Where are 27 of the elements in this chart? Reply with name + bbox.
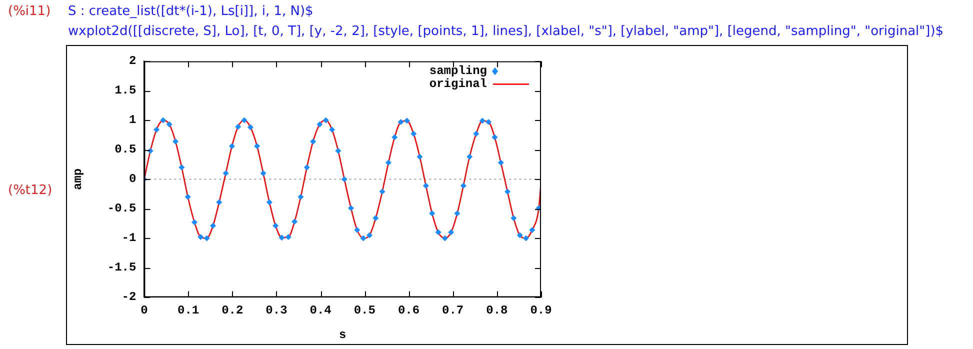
y-tick-label: 1: [129, 113, 136, 128]
y-tick-label: -1.5: [107, 260, 136, 275]
y-tick-label: 1.5: [114, 84, 136, 98]
x-tick-label: 0.5: [354, 303, 376, 318]
y-tick-label: -0.5: [107, 202, 136, 216]
y-tick-label: 0.5: [114, 142, 136, 157]
legend-label: original: [429, 77, 487, 92]
x-tick-label: 0.9: [530, 303, 552, 318]
legend-label: sampling: [429, 64, 487, 78]
y-tick-label: 2: [129, 54, 136, 68]
text: (%t12): [8, 183, 52, 198]
y-tick-label: -2: [122, 290, 136, 304]
text: (%i11): [8, 4, 51, 19]
x-axis-title: s: [339, 328, 346, 342]
x-tick-label: 0.4: [310, 303, 332, 318]
x-tick-label: 0.6: [398, 303, 420, 318]
y-tick-label: 0: [129, 172, 136, 186]
x-tick-label: 0.8: [486, 303, 508, 318]
y-axis-title: amp: [71, 168, 86, 190]
text: S : create_list([dt*(i-1), Ls[i]], i, 1, N)$: [68, 4, 314, 19]
x-tick-label: 0.2: [222, 303, 244, 318]
x-tick-label: 0.3: [266, 303, 288, 318]
x-tick-label: 0: [140, 303, 148, 318]
x-tick-label: 0.7: [442, 303, 464, 318]
text: wxplot2d([[discrete, S], Lo], [t, 0, T], [y, -2, 2], [style, [points, 1], lines], [xlabel, "s"], [ylabel, "amp"], [legend, "sampling", "original"])$: [68, 24, 944, 39]
x-tick-label: 0.1: [177, 303, 200, 318]
y-tick-label: -1: [122, 231, 136, 246]
